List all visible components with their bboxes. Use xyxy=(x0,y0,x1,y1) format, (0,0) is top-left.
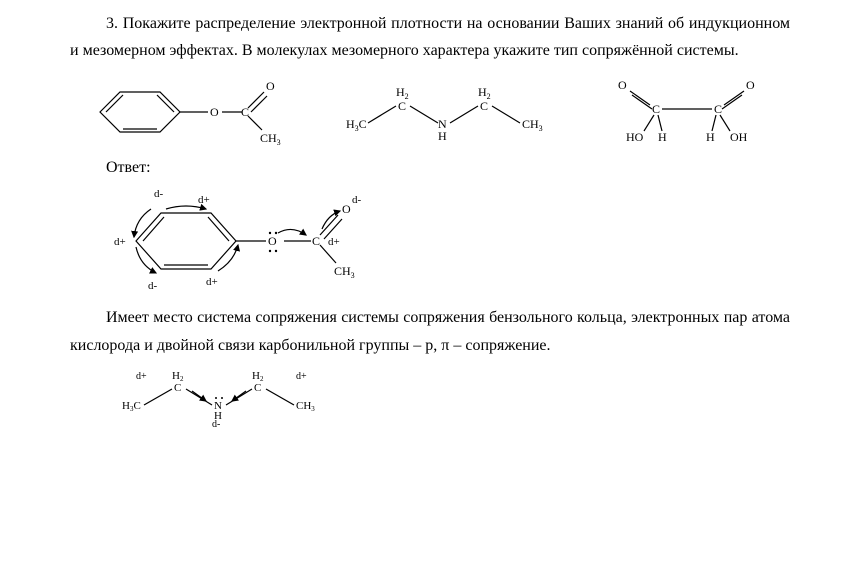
svg-text:C: C xyxy=(254,382,261,394)
molecule-row: O C O CH3 H3C H2 C N xyxy=(70,70,790,155)
svg-text:d-: d- xyxy=(212,419,220,427)
svg-text:d+: d+ xyxy=(198,194,210,206)
svg-text:O: O xyxy=(268,234,277,248)
o-label: O xyxy=(266,79,275,93)
mol-phenyl-acetate: O C O CH3 xyxy=(80,70,285,155)
svg-text:C: C xyxy=(398,99,406,113)
svg-text:HO: HO xyxy=(626,130,644,144)
task-body: Покажите распределение электронной плотн… xyxy=(70,15,790,59)
explanation-text: Имеет место система сопряжения системы с… xyxy=(70,304,790,358)
svg-text:d+: d+ xyxy=(206,276,218,288)
ch3-label: CH3 xyxy=(260,131,281,147)
svg-text:H: H xyxy=(438,129,447,143)
svg-text:C: C xyxy=(480,99,488,113)
svg-text:H: H xyxy=(658,130,667,144)
svg-text:H3C: H3C xyxy=(346,117,367,133)
answer-label: Ответ: xyxy=(106,159,790,177)
svg-text:d-: d- xyxy=(148,280,158,292)
svg-text:C: C xyxy=(652,102,660,116)
o-label: O xyxy=(210,105,219,119)
svg-text:C: C xyxy=(312,234,320,248)
svg-text:d-: d- xyxy=(154,188,164,200)
svg-text:OH: OH xyxy=(730,130,748,144)
svg-text:C: C xyxy=(174,382,181,394)
svg-text:CH3: CH3 xyxy=(296,400,315,413)
mol-diethylamine: H3C H2 C N H H2 C CH3 xyxy=(338,78,548,148)
answer-mol-1: O C O CH3 d- d+ d+ d- d+ d+ d- xyxy=(106,179,790,304)
task-text: 3. Покажите распределение электронной пл… xyxy=(70,10,790,64)
svg-text:d-: d- xyxy=(352,194,362,206)
svg-text:O: O xyxy=(746,78,755,92)
svg-text:d+: d+ xyxy=(296,371,307,382)
task-number: 3. xyxy=(106,15,118,32)
c-label: C xyxy=(241,105,249,119)
svg-text:CH3: CH3 xyxy=(522,117,543,133)
svg-text:O: O xyxy=(342,202,351,216)
svg-text:C: C xyxy=(714,102,722,116)
svg-text:H3C: H3C xyxy=(122,400,141,413)
svg-text:O: O xyxy=(618,78,627,92)
svg-text:CH3: CH3 xyxy=(334,264,355,280)
svg-text:d+: d+ xyxy=(136,371,147,382)
svg-text:d+: d+ xyxy=(328,236,340,248)
mol-dicarbonyl: O O C C H H HO OH xyxy=(600,73,780,153)
answer-mol-2: H3C H2 C N H H2 C CH3 d+ d+ d- xyxy=(106,365,790,427)
svg-text:H: H xyxy=(706,130,715,144)
svg-text:d+: d+ xyxy=(114,236,126,248)
